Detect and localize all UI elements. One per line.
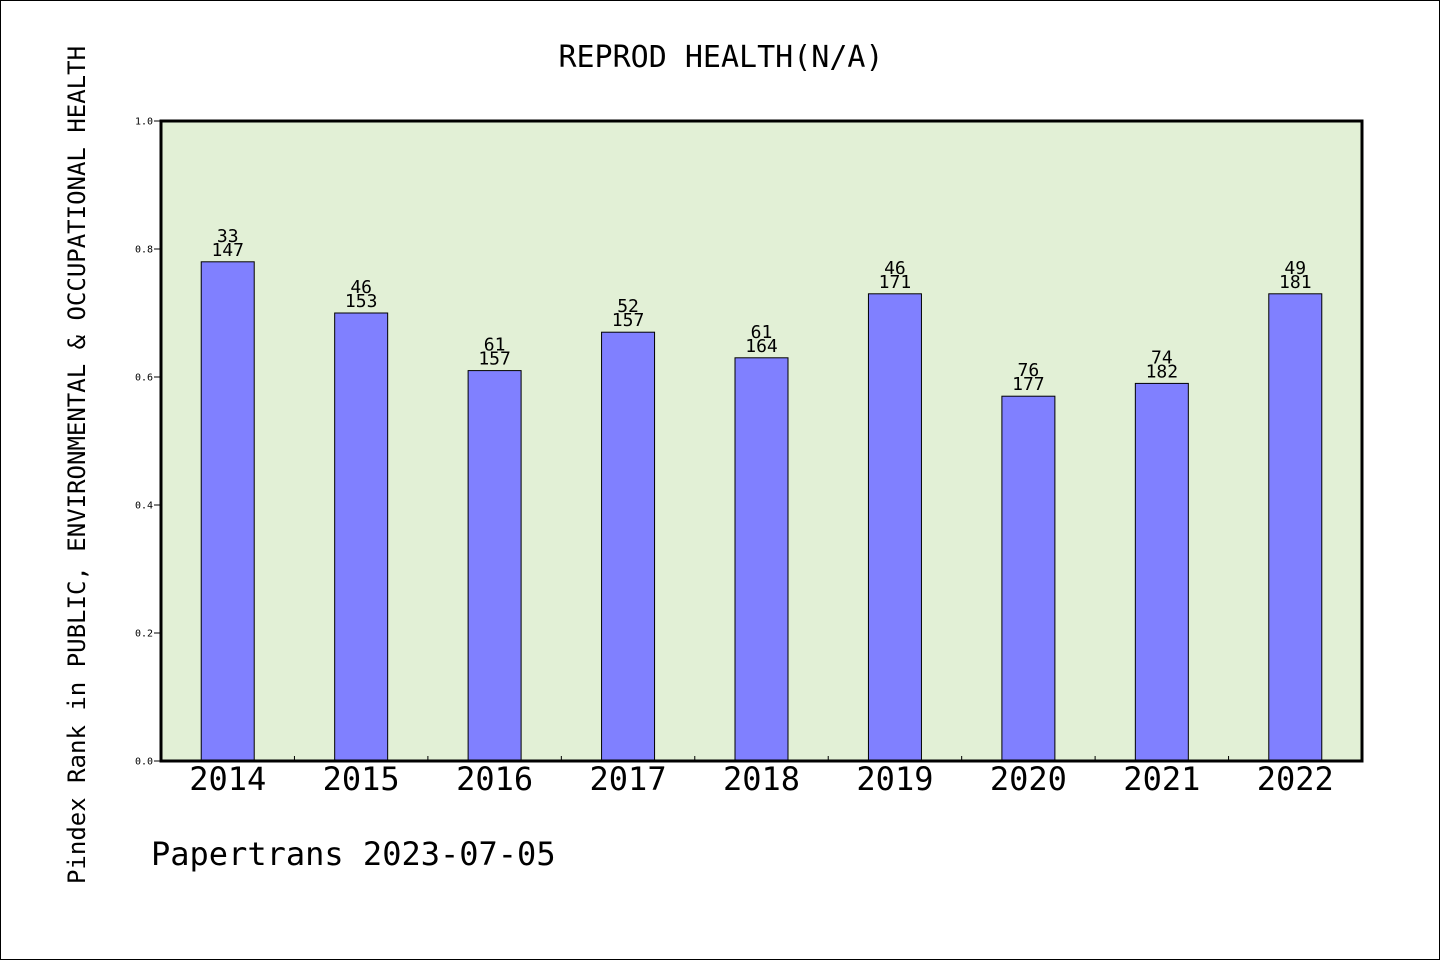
bar-2014 (200, 261, 255, 762)
y-axis-label: Pindex Rank in PUBLIC, ENVIRONMENTAL & O… (63, 46, 91, 884)
y-tick-label: 0.6 (135, 373, 153, 384)
bar-2021 (1134, 382, 1189, 762)
footer-credit: Papertrans 2023-07-05 (151, 835, 556, 873)
bar-label-bottom: 153 (345, 291, 378, 312)
y-tick-label: 0.2 (135, 629, 153, 640)
plot-border (159, 119, 1364, 763)
x-tick-label: 2018 (723, 760, 800, 798)
x-tick-label: 2014 (189, 760, 266, 798)
bar-2016 (467, 370, 522, 762)
bar-label-bottom: 147 (211, 240, 244, 261)
bar-2019 (867, 293, 922, 762)
bar-label-top: 74 (1151, 347, 1173, 368)
x-tick-label: 2022 (1257, 760, 1334, 798)
bar-label-bottom: 157 (478, 349, 511, 370)
bar-2015 (334, 312, 389, 762)
bar-label-top: 49 (1284, 258, 1306, 279)
ticks-group: 0.0 0.2 0.4 0.6 0.8 1.0 2014 2015 2016 2017 2018 20… (135, 117, 1334, 799)
chart-title: REPROD HEALTH(N/A) (558, 40, 883, 75)
bar-label-top: 52 (617, 296, 639, 317)
bar-label-top: 46 (350, 277, 372, 298)
bar-label-top: 76 (1018, 360, 1040, 381)
x-tick-label: 2016 (456, 760, 533, 798)
y-tick-label: 0.0 (135, 757, 153, 768)
bar-label-bottom: 164 (745, 336, 778, 357)
bars-group: 3314746153611575215761164461717617774182… (200, 226, 1323, 762)
y-tick-label: 0.4 (135, 501, 153, 512)
x-tick-label: 2015 (323, 760, 400, 798)
x-tick-label: 2019 (856, 760, 933, 798)
bar-2022 (1268, 293, 1323, 762)
bar-label-bottom: 157 (612, 310, 645, 331)
x-tick-label: 2021 (1123, 760, 1200, 798)
bar-2020 (1001, 395, 1056, 762)
bar-2017 (601, 331, 656, 762)
bar-label-bottom: 177 (1012, 374, 1045, 395)
bar-label-top: 33 (217, 226, 239, 247)
bar-label-bottom: 182 (1146, 361, 1179, 382)
bar-2018 (734, 357, 789, 762)
bar-label-top: 46 (884, 258, 906, 279)
y-tick-label: 0.8 (135, 245, 153, 256)
bar-label-bottom: 181 (1279, 272, 1312, 293)
y-tick-label: 1.0 (135, 117, 153, 128)
bar-label-top: 61 (751, 322, 773, 343)
x-tick-label: 2017 (590, 760, 667, 798)
x-tick-label: 2020 (990, 760, 1067, 798)
bar-label-top: 61 (484, 335, 506, 356)
bar-label-bottom: 171 (879, 272, 912, 293)
